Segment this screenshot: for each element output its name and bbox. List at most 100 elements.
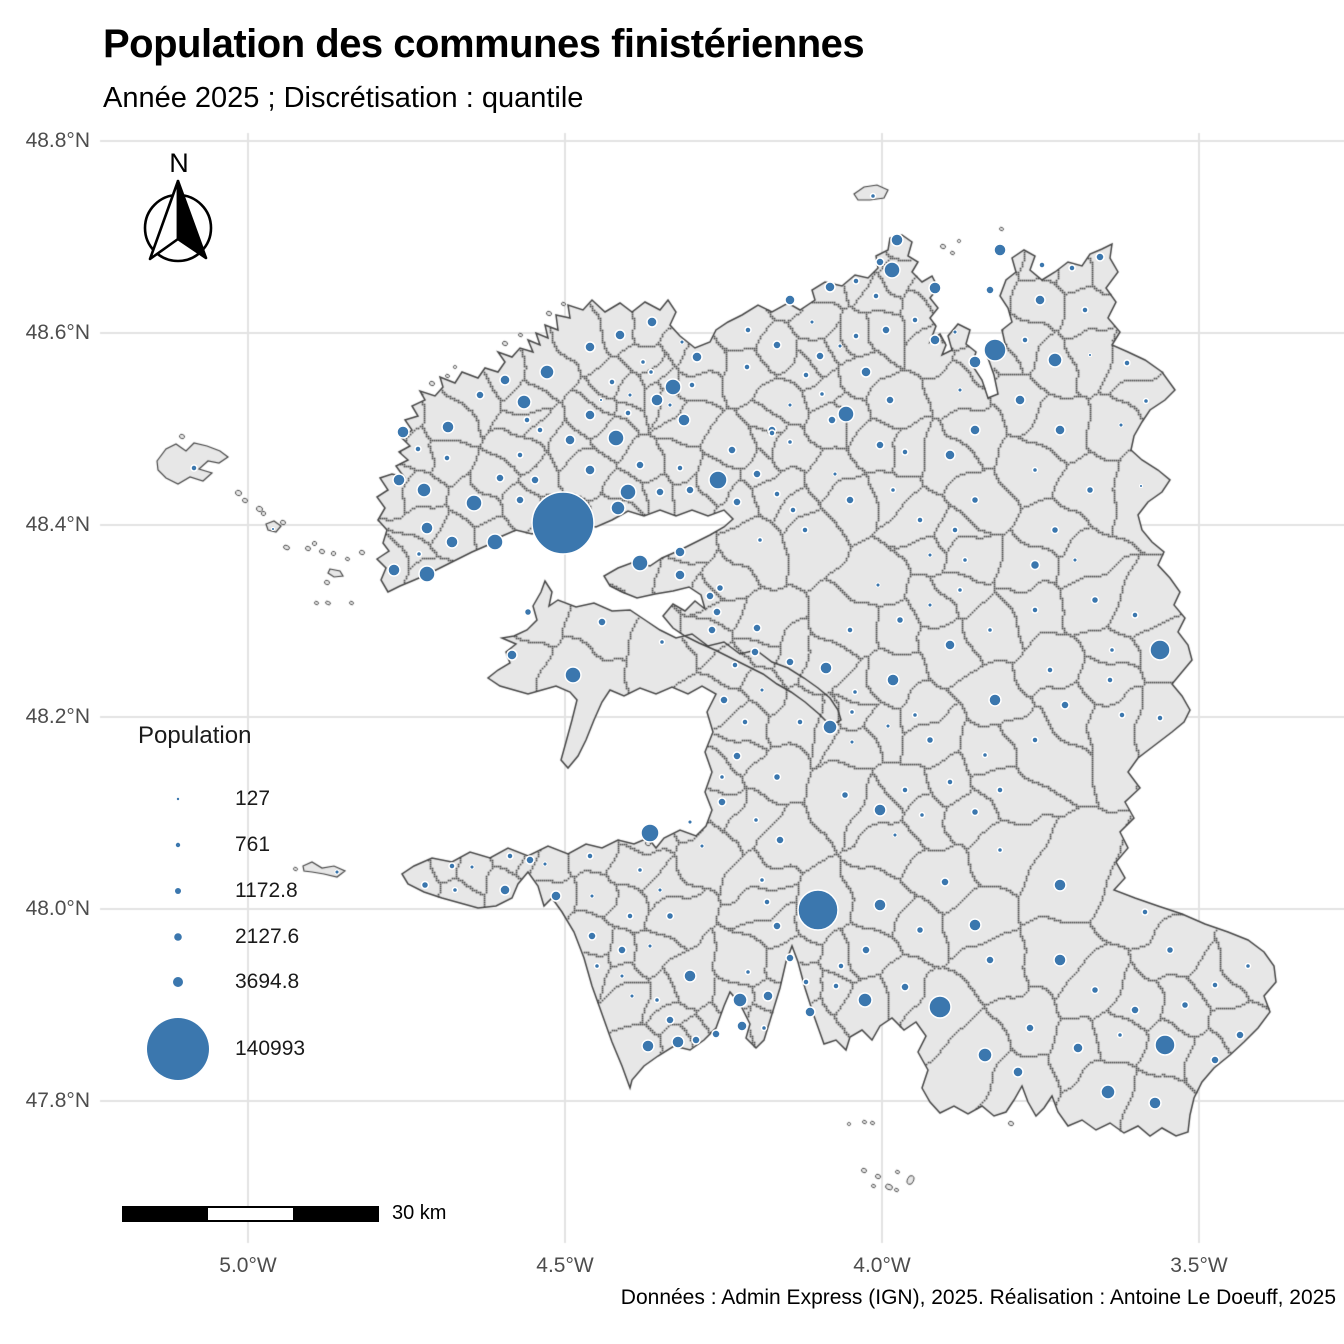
- commune-circle: [699, 843, 705, 849]
- commune-circle: [1108, 646, 1116, 654]
- commune-circle: [530, 475, 540, 485]
- commune-circle: [190, 464, 198, 472]
- commune-circle: [420, 880, 430, 890]
- commune-circle: [416, 482, 432, 498]
- commune-circle: [584, 341, 596, 353]
- commune-circle: [475, 390, 485, 400]
- commune-circle: [1025, 1023, 1035, 1033]
- legend-symbol-circle: [176, 797, 180, 801]
- commune-circle: [1053, 878, 1067, 892]
- commune-circle: [928, 995, 952, 1019]
- commune-circle: [1123, 359, 1131, 367]
- commune-circle: [956, 586, 964, 594]
- commune-circle: [499, 884, 511, 896]
- commune-circle: [599, 398, 603, 402]
- caption: Données : Admin Express (IGN), 2025. Réa…: [620, 1286, 1336, 1309]
- commune-circle: [840, 790, 850, 800]
- commune-circle: [801, 526, 809, 534]
- commune-circle: [911, 316, 919, 324]
- commune-circle: [469, 864, 475, 870]
- commune-circle: [744, 968, 752, 976]
- commune-circle: [789, 506, 797, 514]
- commune-circle: [1130, 1005, 1140, 1015]
- commune-circle: [1081, 306, 1089, 314]
- commune-circle: [1180, 1000, 1190, 1010]
- commune-circle: [1031, 466, 1039, 474]
- legend-symbol-circle: [147, 1018, 209, 1080]
- commune-circle: [1154, 1034, 1176, 1056]
- legend-item-label: 140993: [235, 1037, 306, 1060]
- commune-circle: [712, 607, 722, 617]
- commune-circle: [985, 285, 995, 295]
- commune-circle: [506, 649, 518, 661]
- legend-symbol-circle: [174, 933, 182, 941]
- commune-circle: [499, 374, 511, 386]
- commune-circle: [832, 982, 840, 990]
- commune-circle: [743, 363, 751, 371]
- commune-circle: [872, 292, 880, 300]
- commune-circle: [1012, 1066, 1024, 1078]
- commune-circle: [1116, 1031, 1124, 1039]
- legend-symbol-circle: [175, 888, 181, 894]
- commune-circle: [845, 495, 855, 505]
- commune-circle: [653, 996, 661, 1004]
- commune-circle: [857, 992, 873, 1008]
- commune-circle: [752, 469, 762, 479]
- commune-circle: [415, 550, 423, 558]
- x-axis-label: 4.0°W: [853, 1254, 911, 1277]
- commune-circle: [895, 615, 905, 625]
- commune-circle: [685, 485, 695, 495]
- commune-circle: [968, 355, 982, 369]
- commune-circle: [677, 413, 691, 427]
- commune-circle: [883, 261, 901, 279]
- commune-circle: [614, 329, 626, 341]
- commune-circle: [626, 912, 634, 920]
- commune-circle: [952, 329, 958, 335]
- commune-circle: [418, 565, 436, 583]
- commune-circle: [837, 343, 843, 349]
- commune-circle: [629, 993, 635, 999]
- commune-circle: [849, 739, 855, 745]
- commune-circle: [970, 495, 980, 505]
- commune-circle: [802, 978, 810, 986]
- commune-circle: [732, 497, 742, 507]
- commune-circle: [593, 962, 601, 970]
- commune-circle: [762, 990, 774, 1002]
- commune-circle: [797, 889, 839, 931]
- commune-circle: [885, 723, 891, 729]
- commune-circle: [523, 607, 533, 617]
- commune-circle: [1072, 557, 1078, 563]
- commune-circle: [665, 1015, 675, 1025]
- commune-circle: [523, 416, 531, 424]
- commune-circle: [1031, 606, 1039, 614]
- commune-circle: [892, 832, 898, 838]
- legend-symbol-circle: [175, 842, 181, 848]
- commune-circle: [414, 445, 422, 453]
- commune-circle: [705, 591, 715, 601]
- commune-circle: [911, 711, 919, 719]
- commune-circle: [732, 751, 742, 761]
- commune-circle: [465, 494, 483, 512]
- commune-circle: [901, 786, 909, 794]
- commune-circle: [1139, 484, 1143, 488]
- commune-circle: [1034, 294, 1046, 306]
- commune-circle: [852, 332, 860, 340]
- commune-circle: [915, 925, 925, 935]
- legend-symbols: [147, 797, 209, 1080]
- commune-circle: [536, 426, 544, 434]
- commune-circle: [718, 773, 726, 781]
- commune-circle: [1053, 953, 1067, 967]
- north-arrow-label: N: [169, 148, 189, 178]
- commune-circle: [822, 719, 838, 735]
- commune-circle: [900, 982, 910, 992]
- commune-circle: [819, 661, 833, 675]
- commune-circle: [271, 527, 275, 531]
- commune-circle: [772, 772, 782, 782]
- scale-bar: [122, 1206, 379, 1222]
- legend-item-label: 2127.6: [235, 925, 300, 948]
- commune-circle: [944, 639, 956, 651]
- commune-circle: [927, 552, 933, 558]
- commune-circle: [531, 491, 595, 555]
- commune-circle: [619, 483, 637, 501]
- commune-circle: [679, 339, 685, 345]
